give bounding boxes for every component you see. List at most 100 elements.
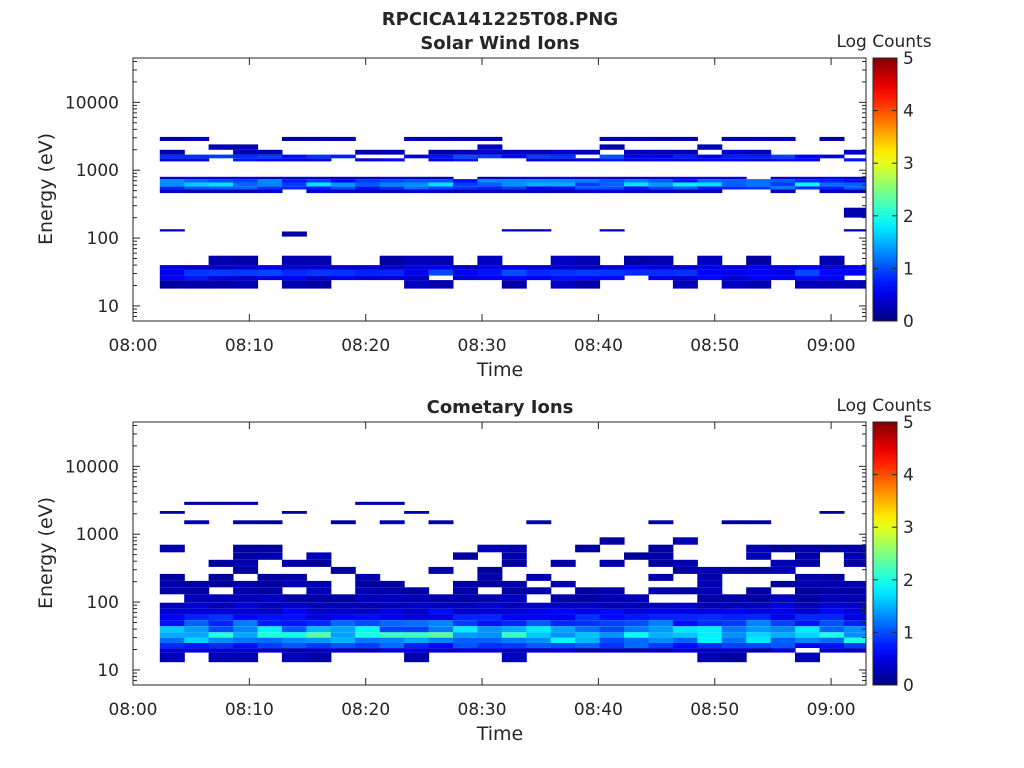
heatmap-cell <box>159 176 185 180</box>
heatmap-cell <box>697 608 723 615</box>
heatmap-cell <box>233 144 259 150</box>
heatmap-cell <box>526 186 552 190</box>
heatmap-cell <box>477 642 503 648</box>
heatmap-cell <box>233 275 259 281</box>
heatmap-cell <box>819 626 845 633</box>
y-tick-label: 10 <box>97 661 119 681</box>
heatmap-cell <box>819 280 845 289</box>
colorbar-tick-label: 1 <box>903 623 914 643</box>
heatmap-cell <box>379 275 405 281</box>
heatmap-cell <box>477 149 503 155</box>
heatmap-cell <box>257 520 283 525</box>
heatmap-cell <box>184 158 210 162</box>
heatmap-cell <box>306 158 332 162</box>
heatmap-cell <box>184 501 210 505</box>
heatmap-cell <box>281 648 307 653</box>
heatmap-cell <box>599 614 625 621</box>
heatmap-cell <box>550 642 576 648</box>
heatmap-cell <box>330 176 356 180</box>
heatmap-cell <box>575 594 601 603</box>
heatmap-cell <box>330 642 356 648</box>
heatmap-cell <box>184 275 210 281</box>
heatmap-cell <box>233 154 259 159</box>
heatmap-cell <box>526 149 552 155</box>
heatmap-cell <box>795 179 820 183</box>
heatmap-cell <box>233 587 259 595</box>
heatmap-cell <box>819 544 845 553</box>
heatmap-cell <box>159 637 185 643</box>
heatmap-cell <box>428 280 454 289</box>
heatmap-cell <box>843 626 866 633</box>
heatmap-cell <box>526 632 552 638</box>
heatmap-cell <box>843 189 866 194</box>
heatmap-cell <box>550 189 576 194</box>
heatmap-cell <box>770 544 796 553</box>
heatmap-cell <box>355 642 381 648</box>
heatmap-cell <box>672 186 698 190</box>
heatmap-cell <box>379 179 405 183</box>
heatmap-cell <box>355 149 381 155</box>
heatmap-cell <box>379 520 405 525</box>
x-ticks: 08:00 08:10 08:20 08:30 08:40 08:50 09:00 <box>109 58 856 356</box>
heatmap-cell <box>501 626 527 633</box>
heatmap-cell <box>159 275 185 281</box>
plot-frame <box>132 57 867 322</box>
heatmap-cell <box>330 179 356 183</box>
heatmap-cell <box>550 275 576 281</box>
heatmap-cell <box>599 136 625 141</box>
heatmap-cell <box>697 566 723 574</box>
heatmap-cell <box>746 179 772 183</box>
heatmap-cell <box>501 189 527 194</box>
heatmap-cell <box>501 608 527 615</box>
heatmap-cell <box>453 275 478 281</box>
heatmap-cell <box>501 280 527 289</box>
heatmap-cell <box>281 265 307 270</box>
heatmap-cell <box>624 269 649 276</box>
heatmap-cell <box>281 580 307 588</box>
heatmap-cell <box>599 608 625 615</box>
heatmap-cell <box>233 265 259 270</box>
heatmap-cell <box>501 642 527 648</box>
heatmap-cell <box>795 642 820 648</box>
heatmap-cell <box>257 637 283 643</box>
heatmap-cell <box>599 594 625 603</box>
heatmap-cell <box>672 608 698 615</box>
heatmap-cell <box>526 182 552 187</box>
heatmap-cell <box>379 594 405 603</box>
heatmap-cell <box>697 637 723 643</box>
heatmap-cell <box>257 632 283 638</box>
heatmap-cell <box>184 182 210 187</box>
heatmap-cell <box>501 637 527 643</box>
heatmap-cell <box>404 189 430 194</box>
heatmap-cell <box>819 580 845 588</box>
heatmap-cell <box>697 154 723 159</box>
heatmap-cell <box>428 566 454 574</box>
heatmap-cell <box>281 652 307 663</box>
heatmap-cell <box>477 144 503 150</box>
heatmap-cell <box>624 620 649 627</box>
heatmap-cell <box>208 182 234 187</box>
heatmap-cell <box>526 158 552 162</box>
heatmap-cell <box>428 620 454 627</box>
heatmap-cell <box>526 602 552 609</box>
heatmap-cell <box>648 602 674 609</box>
heatmap-cell <box>746 269 772 276</box>
heatmap-cell <box>330 594 356 603</box>
heatmap-cell <box>184 608 210 615</box>
heatmap-cell <box>721 269 747 276</box>
heatmap-cell <box>404 608 430 615</box>
heatmap-cell <box>428 602 454 609</box>
heatmap-cell <box>624 179 649 183</box>
heatmap-cell <box>330 186 356 190</box>
heatmap-cell <box>306 136 332 141</box>
heatmap-cell <box>697 265 723 270</box>
heatmap-cell <box>159 544 185 553</box>
heatmap-cell <box>453 594 478 603</box>
heatmap-cell <box>404 182 430 187</box>
heatmap-cell <box>721 186 747 190</box>
heatmap-cell <box>208 652 234 663</box>
heatmap-cells <box>159 501 866 663</box>
heatmap-cell <box>404 176 430 180</box>
y-axis-label: Energy (eV) <box>35 497 57 609</box>
heatmap-cell <box>697 275 723 281</box>
